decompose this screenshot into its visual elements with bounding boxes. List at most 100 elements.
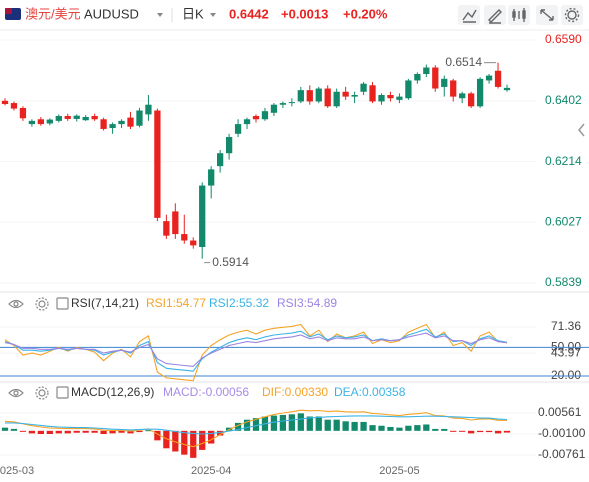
macd-bar (1, 427, 9, 431)
macd-bar (360, 421, 367, 431)
dropdown-icon[interactable] (157, 13, 163, 17)
period[interactable]: 日K (182, 6, 204, 21)
macd-bar (136, 430, 143, 433)
macd-bar (252, 418, 260, 431)
y-tick-label: -0.00100 (538, 426, 586, 440)
macd-bar (145, 430, 152, 432)
macd-bar (64, 430, 71, 434)
macd-bar (10, 428, 18, 431)
price-change-pct: +0.20% (343, 6, 388, 21)
indicator-line (4, 409, 507, 448)
legend-item: DEA:0.00358 (334, 385, 406, 399)
candle-body (208, 169, 215, 186)
macd-bar (109, 430, 116, 434)
macd-bar (154, 430, 161, 441)
panel-icons[interactable] (8, 386, 69, 400)
panel-title: RSI(7,14,21) (71, 296, 139, 310)
candle-body (297, 90, 304, 102)
candle-body (315, 88, 322, 102)
y-tick-label: 71.36 (551, 319, 581, 333)
macd-bar (288, 414, 295, 431)
candle-body (423, 67, 430, 74)
candle-body (234, 124, 242, 134)
candle-body (288, 102, 295, 104)
candle-body (19, 107, 27, 119)
y-tick-label: 20.00 (551, 368, 581, 382)
legend-item: RSI1:54.77 (146, 296, 206, 310)
macd-bar (118, 430, 125, 433)
fullscreen-button[interactable] (536, 5, 558, 25)
macd-bar (172, 430, 179, 452)
symbol-code[interactable]: AUDUSD (84, 6, 139, 21)
macd-bar (459, 430, 466, 432)
candle-body (109, 124, 116, 128)
macd-bar (432, 428, 439, 431)
candle-body (28, 120, 36, 125)
x-tick-label: 2025-05 (379, 465, 419, 477)
candle-body (450, 80, 457, 97)
collapse-arrow[interactable] (578, 123, 585, 137)
candle-body (64, 116, 71, 119)
candle-body (73, 115, 80, 119)
candle-body (91, 116, 98, 120)
candle-body (441, 78, 448, 87)
candle-body (306, 90, 313, 102)
candle-body (387, 95, 394, 99)
panel-icons[interactable] (8, 297, 69, 311)
y-tick-label: -0.00761 (538, 447, 586, 461)
macd-bar (441, 428, 448, 431)
candle-body (270, 104, 278, 113)
candle-body (494, 70, 502, 87)
indicator-line (4, 323, 508, 382)
candle-body (476, 78, 484, 107)
candle-body (55, 116, 62, 121)
macd-bar (190, 430, 197, 458)
macd-bar (37, 430, 44, 435)
last-price: 0.6442 (229, 6, 269, 21)
y-tick-label: 0.00561 (538, 405, 582, 419)
dropdown-icon[interactable] (210, 13, 216, 17)
indicator-line (4, 332, 508, 367)
y-tick-label: 0.6402 (545, 93, 582, 107)
candle-body (225, 137, 233, 154)
macd-bar (270, 415, 278, 431)
macd-bar (450, 430, 457, 432)
legend-item: RSI3:54.89 (277, 296, 337, 310)
candle-body (459, 93, 466, 99)
y-tick-label: 0.6214 (545, 154, 582, 168)
y-tick-label: 43.97 (551, 345, 581, 359)
macd-bar (351, 421, 358, 431)
macd-bar (181, 430, 188, 455)
candle-body (261, 111, 269, 120)
panel-title: MACD(12,26,9) (71, 385, 154, 399)
settings-button[interactable] (561, 5, 583, 25)
legend-item: DIF:0.00330 (262, 385, 328, 399)
macd-bar (324, 419, 331, 431)
macd-bar (82, 430, 89, 433)
symbol-name[interactable]: 澳元/美元 (25, 6, 81, 21)
chart-type-button[interactable] (508, 5, 530, 25)
candle-body (1, 100, 9, 105)
macd-bar (306, 416, 313, 431)
candle-body (154, 110, 161, 218)
candle-body (172, 211, 179, 235)
candle-body (181, 234, 188, 241)
price-change: +0.0013 (281, 6, 328, 21)
macd-bar (333, 419, 340, 431)
candle-body (351, 95, 358, 97)
candle-body (396, 96, 403, 100)
legend-item: MACD:-0.00056 (163, 385, 249, 399)
draw-button[interactable] (484, 5, 506, 25)
candle-body (100, 119, 107, 129)
flag-icon (5, 8, 21, 20)
candle-body (342, 91, 349, 97)
candle-body (279, 103, 287, 105)
macd-bar (342, 421, 349, 431)
candle-body (485, 75, 493, 81)
macd-bar (405, 425, 412, 431)
macd-bar (423, 424, 430, 431)
indicator-button[interactable] (458, 5, 480, 25)
macd-bar (100, 430, 107, 435)
candle-body (243, 119, 251, 125)
